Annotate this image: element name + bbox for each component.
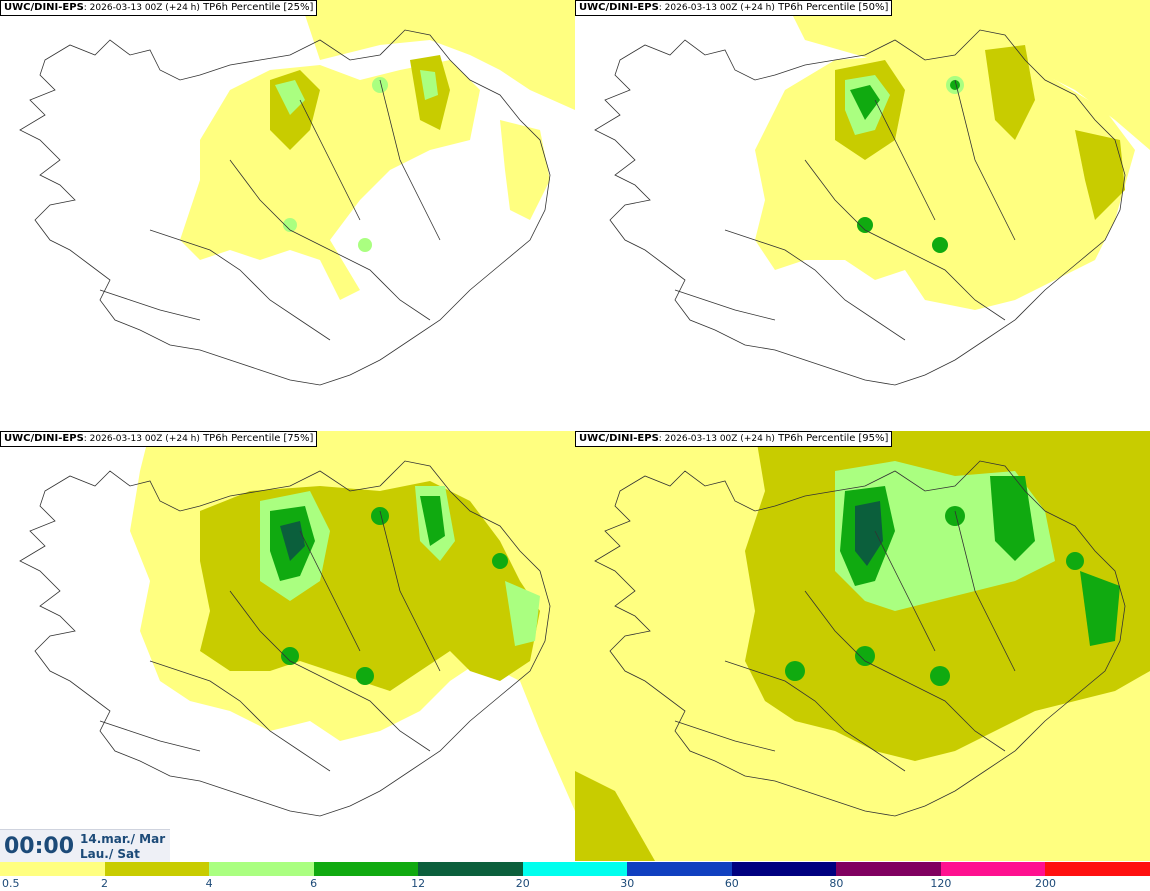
colorbar-tick-label: 12 [411,877,426,890]
valid-date-line2: Lau./ Sat [80,847,140,861]
precip-area [930,666,950,686]
panel-title-p50: UWC/DINI-EPS: 2026-03-13 00Z (+24 h) TP6… [575,0,893,16]
run-info: : 2026-03-13 00Z (+24 h) [658,434,775,444]
precip-area [492,553,508,569]
variable-name: TP6h Percentile [774,2,856,13]
valid-date-line1: 14.mar./ Mar [80,832,166,846]
precip-area [356,667,374,685]
precip-area [1075,130,1125,220]
colorbar-swatch [522,862,628,876]
valid-time-box: 00:00 14.mar./ Mar Lau./ Sat [0,829,170,863]
percentile-label: [50%] [858,2,889,13]
percentile-label: [25%] [283,2,314,13]
run-info: : 2026-03-13 00Z (+24 h) [83,434,200,444]
precip-map-p50 [594,0,1150,386]
precip-area [850,85,880,120]
precip-map-p25 [19,0,575,386]
model-name: UWC/DINI-EPS [579,2,659,13]
precip-area [275,80,305,115]
colorbar-tick-label: 60 [724,877,739,890]
precip-area [358,238,372,252]
precip-area [950,80,960,90]
precip-area [785,0,1150,150]
model-name: UWC/DINI-EPS [579,433,659,444]
map-panel-p95: UWC/DINI-EPS: 2026-03-13 00Z (+24 h) TP6… [575,431,1150,861]
colorbar-tick-label: 80 [829,877,844,890]
colorbar-swatches [0,862,1150,876]
colorbar-tick-label: 4 [205,877,213,890]
precip-area [855,501,883,566]
panel-title-p75: UWC/DINI-EPS: 2026-03-13 00Z (+24 h) TP6… [0,431,318,447]
colorbar-swatch [836,862,941,876]
precip-map-p95 [575,431,1150,861]
precip-area [505,581,540,646]
precip-area [945,506,965,526]
map-panel-p75: UWC/DINI-EPS: 2026-03-13 00Z (+24 h) TP6… [0,431,575,861]
variable-name: TP6h Percentile [774,433,856,444]
model-name: UWC/DINI-EPS [4,433,84,444]
percentile-label: [75%] [283,433,314,444]
model-name: UWC/DINI-EPS [4,2,84,13]
precip-area [1066,552,1084,570]
variable-name: TP6h Percentile [199,433,281,444]
run-info: : 2026-03-13 00Z (+24 h) [83,3,200,13]
precip-area [990,476,1035,561]
variable-name: TP6h Percentile [199,2,281,13]
precip-area [575,771,655,861]
precip-map-p75 [19,431,575,817]
panel-title-p25: UWC/DINI-EPS: 2026-03-13 00Z (+24 h) TP6… [0,0,318,16]
precip-area [283,218,297,232]
map-panel-p25: UWC/DINI-EPS: 2026-03-13 00Z (+24 h) TP6… [0,0,575,430]
colorbar-swatch [0,862,105,876]
precip-area [420,70,438,100]
precip-area [985,45,1035,140]
colorbar-tick-label: 2 [101,877,109,890]
precip-area [280,521,305,561]
percentile-label: [95%] [858,433,889,444]
valid-time: 00:00 [4,834,75,859]
colorbar-swatch [627,862,732,876]
precip-area [420,496,445,546]
colorbar-swatch [418,862,523,876]
colorbar-tick-label: 200 [1034,877,1056,890]
colorbar-swatch [940,862,1046,876]
colorbar-legend: 0.5 2 4 6 12 20 30 60 80 120 200 [0,862,1150,891]
precip-area [855,646,875,666]
map-panel-p50: UWC/DINI-EPS: 2026-03-13 00Z (+24 h) TP6… [575,0,1150,430]
colorbar-swatch [1045,862,1150,876]
precip-area [857,217,873,233]
run-info: : 2026-03-13 00Z (+24 h) [658,3,775,13]
precip-area [180,60,480,300]
precip-area [372,77,388,93]
colorbar-tick-label: 6 [310,877,318,890]
colorbar-swatch [313,862,419,876]
colorbar-swatch [209,862,314,876]
precip-area [500,120,550,220]
precip-area [1080,571,1120,646]
precip-area [785,661,805,681]
colorbar-tick-label: 20 [515,877,530,890]
colorbar-tick-label: 30 [620,877,635,890]
colorbar-tick-label: 120 [930,877,952,890]
precip-area [281,647,299,665]
precip-area [371,507,389,525]
precip-area [300,0,575,110]
precip-area [932,237,948,253]
colorbar-swatch [731,862,837,876]
colorbar-swatch [104,862,210,876]
colorbar-tick-label: 0.5 [2,877,20,890]
panel-title-p95: UWC/DINI-EPS: 2026-03-13 00Z (+24 h) TP6… [575,431,893,447]
